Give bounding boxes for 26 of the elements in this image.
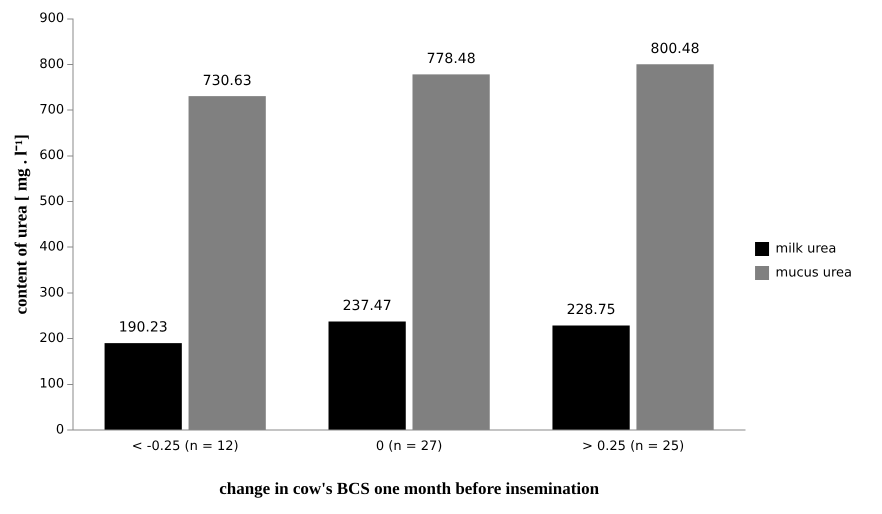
bar [552,325,630,430]
x-axis-title: change in cow's BCS one month before insemination [219,479,600,498]
x-tick-label: < -0.25 (n = 12) [132,439,239,454]
y-tick-label: 500 [39,194,64,209]
y-tick-label: 800 [39,56,64,72]
legend-label: milk urea [776,241,836,256]
y-tick-label: 900 [39,11,64,26]
bar [328,322,406,430]
data-label: 778.48 [426,50,476,67]
data-label: 228.75 [566,302,616,318]
y-tick-label: 700 [39,102,64,118]
x-tick-label: 0 (n = 27) [376,439,442,454]
y-tick-label: 100 [39,376,64,392]
x-tick-label: > 0.25 (n = 25) [582,439,684,454]
y-tick-label: 400 [39,240,64,255]
data-label: 190.23 [118,320,168,336]
y-tick-label: 300 [39,285,64,300]
data-label: 237.47 [342,298,392,314]
bar [104,343,182,430]
y-tick-label: 600 [39,148,64,164]
legend-label: mucus urea [776,265,852,280]
y-axis-title: content of urea [ mg . l⁻¹] [12,134,31,315]
y-tick-label: 0 [56,422,64,438]
data-label: 730.63 [202,72,252,89]
data-label: 800.48 [650,40,700,57]
y-tick-label: 200 [39,330,64,346]
